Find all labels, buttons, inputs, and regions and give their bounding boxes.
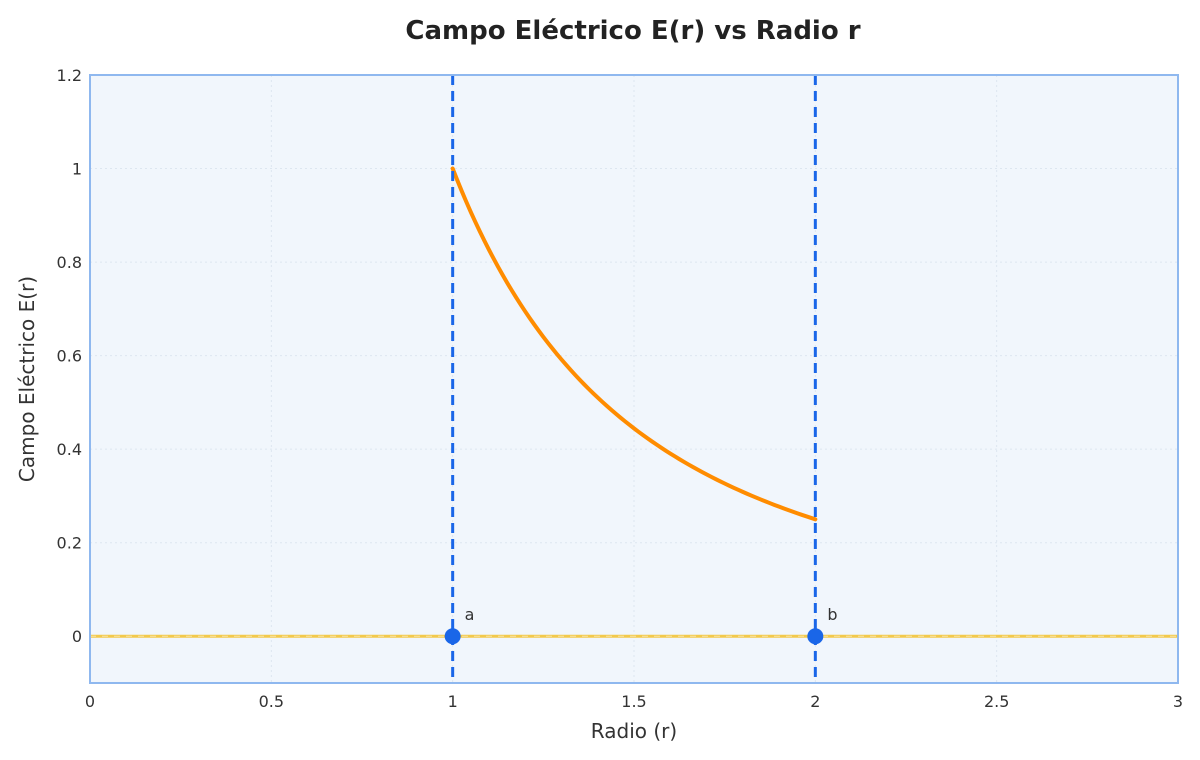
y-tick-label: 0.4 (57, 440, 82, 459)
plot-border (89, 74, 1179, 684)
tick-labels: 0 0.5 1 1.5 2 2.5 3 0 0.2 0.4 0.6 0.8 1 1.2 (57, 66, 1184, 711)
x-tick-label: 1.5 (621, 692, 646, 711)
x-tick-label: 2.5 (984, 692, 1009, 711)
boundary-point (807, 628, 824, 645)
x-tick-label: 0.5 (259, 692, 284, 711)
y-tick-label: 0.6 (57, 347, 82, 366)
y-tick-label: 0 (72, 627, 82, 646)
x-tick-label: 0 (85, 692, 95, 711)
y-tick-label: 0.2 (57, 534, 82, 553)
y-tick-label: 0.8 (57, 253, 82, 272)
chart-title: Campo Eléctrico E(r) vs Radio r (405, 16, 860, 46)
y-tick-label: 1.2 (57, 66, 82, 85)
x-axis-label: Radio (r) (591, 719, 677, 743)
electric-field-curve (450, 166, 818, 522)
vertical-lines (451, 75, 817, 683)
boundary-point (444, 628, 461, 645)
point-label: a (465, 605, 475, 624)
x-tick-label: 1 (448, 692, 458, 711)
y-tick-label: 1 (72, 160, 82, 179)
x-tick-label: 3 (1173, 692, 1183, 711)
x-tick-label: 2 (810, 692, 820, 711)
point-label: b (827, 605, 837, 624)
y-axis-label: Campo Eléctrico E(r) (15, 276, 39, 482)
series-layer (90, 166, 1178, 638)
